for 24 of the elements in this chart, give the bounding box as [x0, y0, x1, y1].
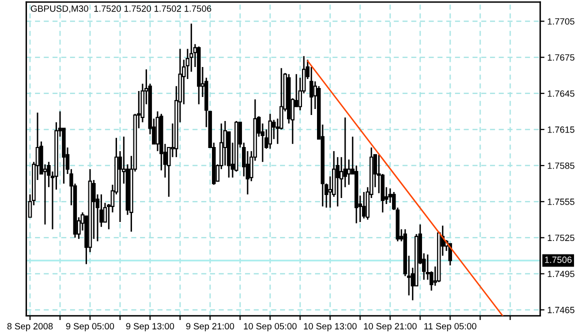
y-tick-label: 1.7555	[548, 198, 574, 205]
y-tick-label: 1.7705	[548, 18, 574, 25]
x-tick-label: 9 Sep 13:00	[126, 323, 174, 332]
y-tick-label: 1.7525	[548, 234, 574, 242]
y-tick-label: 1.7465	[548, 306, 574, 314]
x-tick-label: 8 Sep 2008	[7, 323, 53, 332]
x-tick-label: 10 Sep 21:00	[364, 323, 417, 332]
ref-line-label: 1.7506	[545, 256, 572, 263]
candlestick	[310, 66, 314, 116]
y-tick-label: 1.7615	[548, 126, 574, 133]
y-tick-label: 1.7495	[548, 270, 574, 278]
candlestick	[223, 120, 227, 166]
y-tick-label: 1.7585	[548, 162, 574, 169]
chart-title: GBPUSD,M30 1.7520 1.7520 1.7502 1.7506	[30, 5, 212, 13]
x-tick-label: 9 Sep 05:00	[66, 323, 114, 332]
x-tick-label: 11 Sep 05:00	[424, 323, 476, 332]
x-tick-label: 9 Sep 21:00	[186, 323, 234, 332]
candlestick	[347, 158, 351, 186]
x-tick-label: 10 Sep 05:00	[244, 323, 297, 332]
candlestick	[268, 113, 272, 150]
x-tick-label: 10 Sep 13:00	[304, 323, 357, 332]
y-tick-label: 1.7675	[548, 54, 574, 61]
y-tick-label: 1.7645	[548, 90, 574, 97]
candlestick	[362, 191, 366, 220]
